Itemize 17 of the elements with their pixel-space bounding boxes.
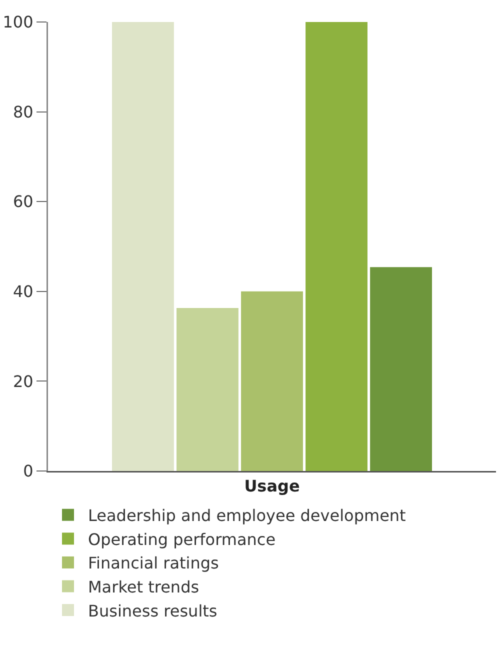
legend-label: Business results [88,601,218,620]
bar [306,22,368,471]
y-tick-label: 0 [23,462,34,481]
x-tick-label: Usage [244,476,300,496]
y-tick-label: 60 [12,192,34,212]
legend-label: Leadership and employee development [88,506,406,526]
legend-label: Operating performance [88,530,276,549]
bar [370,267,432,471]
y-tick-label: 100 [2,12,34,32]
legend-label: Financial ratings [88,554,219,573]
y-tick-label: 80 [12,102,34,122]
bar [241,291,303,471]
y-tick-label: 20 [12,372,34,391]
bar [112,22,174,471]
y-tick-label: 40 [12,282,34,301]
bar [176,308,238,471]
legend-label: Market trends [88,577,200,596]
